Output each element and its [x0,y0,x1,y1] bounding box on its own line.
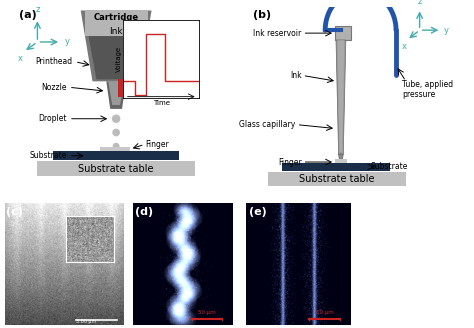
Polygon shape [106,81,126,109]
Text: x: x [402,42,407,51]
FancyBboxPatch shape [335,26,351,40]
Text: Finger: Finger [278,157,301,167]
Polygon shape [85,10,147,36]
Text: Nozzle: Nozzle [41,83,67,92]
Text: Cartridge: Cartridge [93,13,139,22]
Polygon shape [338,154,343,168]
Polygon shape [337,40,344,152]
Text: Ink reservoir: Ink reservoir [253,29,301,38]
Polygon shape [89,36,144,79]
Text: Piezoelectric
transducer: Piezoelectric transducer [146,75,194,95]
Text: Printhead: Printhead [36,57,73,66]
Polygon shape [336,40,346,154]
Bar [335,159,347,163]
Text: z: z [418,0,422,6]
Text: y: y [444,26,449,35]
Text: (e): (e) [248,207,266,217]
Bar [53,151,179,160]
Bar [268,172,406,186]
Text: (c): (c) [6,207,23,217]
Text: (d): (d) [135,207,153,217]
Circle shape [113,115,119,122]
X-axis label: Time: Time [153,100,170,106]
Bar [37,161,195,176]
Polygon shape [81,10,152,81]
Circle shape [113,129,119,136]
Bar [282,163,390,171]
Circle shape [113,144,119,149]
Bar [118,79,123,97]
Text: Substrate table: Substrate table [299,174,375,184]
Text: (a): (a) [18,10,36,19]
Text: x: x [18,54,23,63]
Text: Substrate table: Substrate table [78,164,154,174]
Text: Droplet: Droplet [38,114,67,123]
Text: Finger: Finger [146,140,169,149]
Y-axis label: Voltage: Voltage [116,46,122,72]
Text: Substrate: Substrate [29,151,67,160]
Bar [100,147,130,151]
Text: Ink: Ink [109,27,123,36]
Text: 3.00 μm: 3.00 μm [76,318,96,323]
Text: 50 μm: 50 μm [316,310,334,315]
Text: z: z [35,6,40,14]
Text: (b): (b) [253,10,272,19]
Text: Glass capillary: Glass capillary [239,120,296,129]
Text: Tube, applied
pressure: Tube, applied pressure [402,79,453,99]
Text: Substrate: Substrate [371,162,408,172]
Text: y: y [65,37,70,47]
Text: Ink: Ink [290,71,301,80]
Polygon shape [108,81,124,105]
Text: 50 μm: 50 μm [199,310,216,315]
